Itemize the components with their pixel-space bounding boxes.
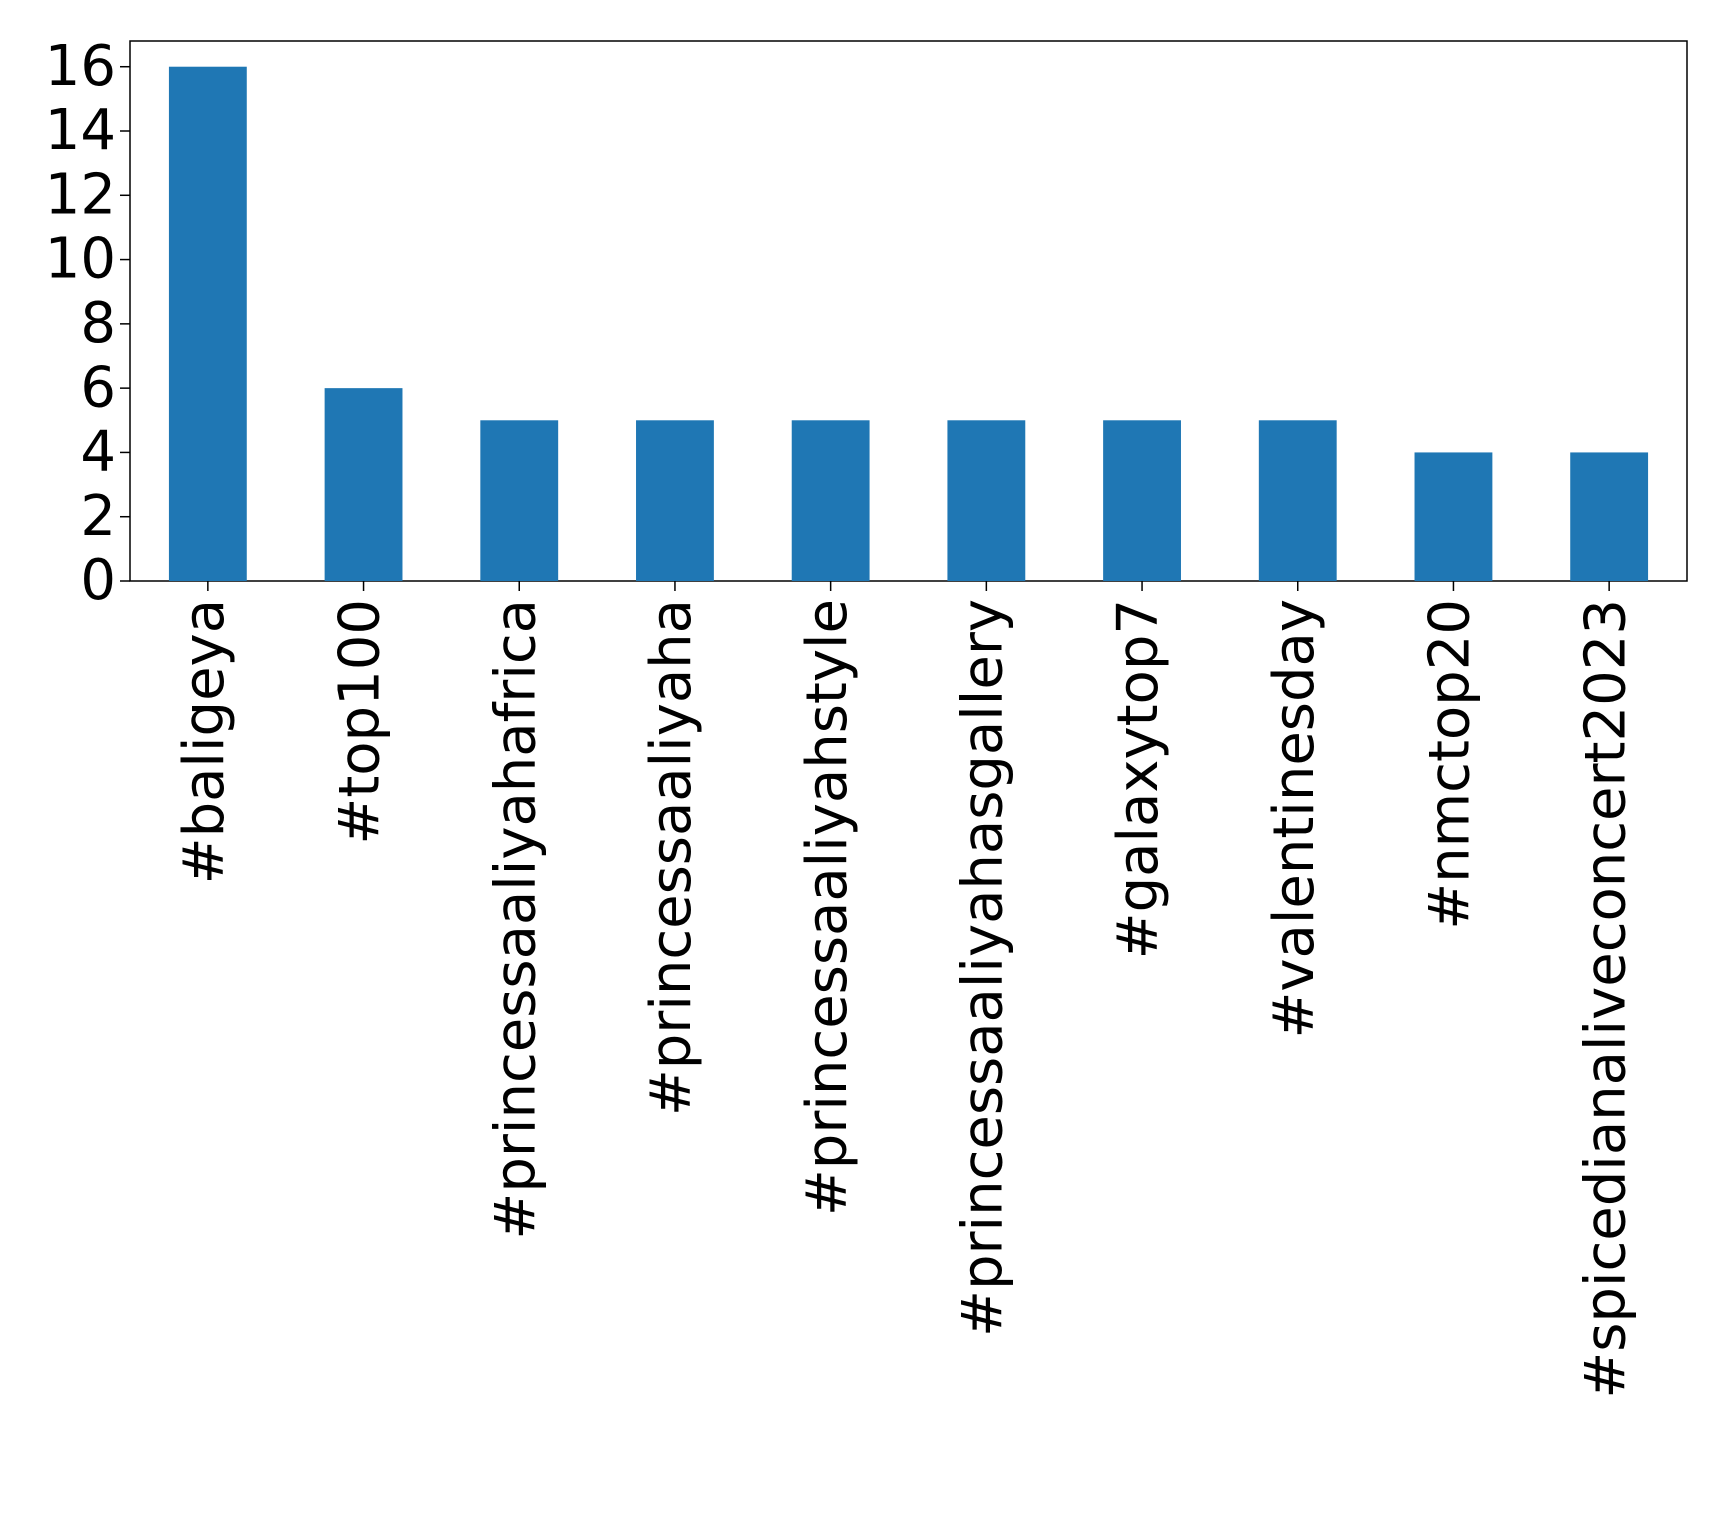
bar <box>168 66 247 581</box>
bar <box>1570 452 1649 581</box>
bar <box>480 420 559 581</box>
bar <box>636 420 714 581</box>
x-tick-label: #princessaaliyahasgallery <box>950 599 1015 1337</box>
bar <box>1103 420 1181 581</box>
y-tick-label: 10 <box>45 227 116 292</box>
y-tick-label: 8 <box>80 291 116 356</box>
x-tick-label: #top100 <box>328 599 393 845</box>
x-tick-label: #baligeya <box>172 599 237 884</box>
x-tick-label: #princessaaliyaha <box>639 599 704 1116</box>
bar <box>1258 420 1337 581</box>
x-tick-label: #spicedianaliveconcert2023 <box>1573 599 1638 1399</box>
y-tick-label: 14 <box>45 98 116 163</box>
x-tick-label: #valentinesday <box>1262 599 1327 1039</box>
y-tick-label: 4 <box>80 420 116 485</box>
bar <box>791 420 870 581</box>
bar <box>324 388 403 581</box>
y-tick-label: 12 <box>45 162 116 227</box>
axes-frame <box>129 40 1688 582</box>
y-tick-label: 6 <box>80 355 116 420</box>
bar <box>1414 452 1493 581</box>
x-tick-label: #nmctop20 <box>1418 599 1483 930</box>
x-tick-label: #galaxytop7 <box>1106 599 1171 959</box>
x-tick-label: #princessaaliyahafrica <box>483 599 548 1240</box>
bar <box>947 420 1026 581</box>
y-tick-label: 0 <box>80 548 116 613</box>
y-tick-label: 2 <box>80 484 116 549</box>
y-tick-label: 16 <box>45 34 116 99</box>
x-tick-label: #princessaaliyahstyle <box>795 599 860 1216</box>
